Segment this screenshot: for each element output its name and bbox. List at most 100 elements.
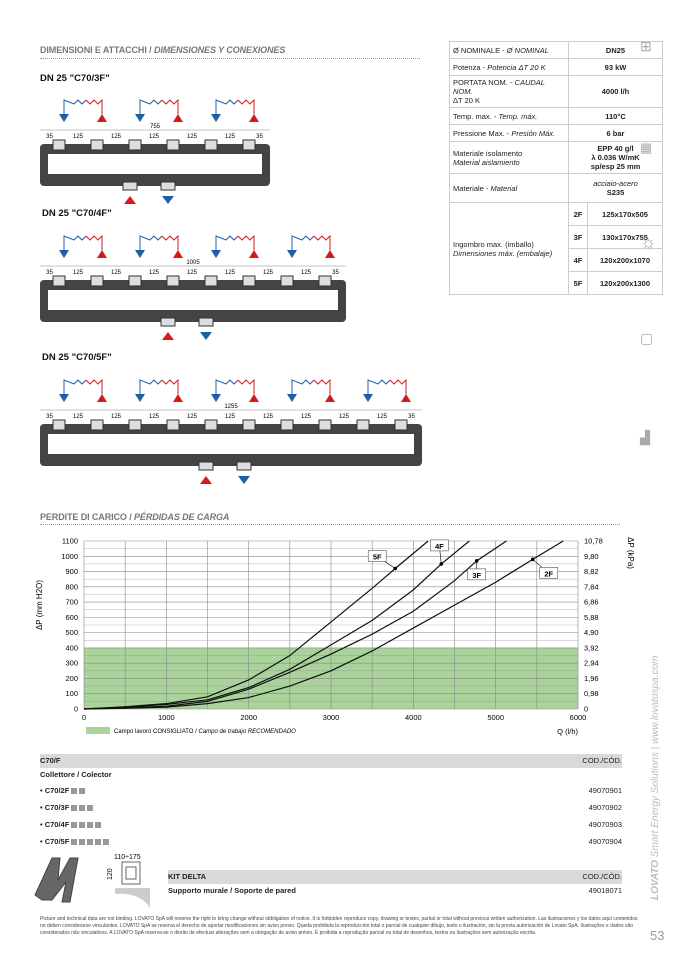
series-label-box (367, 550, 387, 562)
supply-arrow-icon (59, 114, 69, 122)
return-arrow-icon (173, 250, 183, 258)
outlet-arrow-icon (238, 476, 250, 484)
outlet-square-icon (71, 839, 78, 846)
inlet-fitting (122, 181, 138, 191)
total-length-label: 755 (150, 124, 161, 130)
sun-icon: ☼ (640, 232, 657, 252)
supply-coil (139, 379, 163, 394)
outlet-fitting (394, 419, 408, 431)
spec-label: Materiale isolamento Material aislamiento (449, 141, 569, 174)
outlet-fitting (236, 461, 252, 471)
outlet-square-icon (71, 805, 78, 812)
product-row: • C70/4F 49070903 (40, 820, 622, 829)
dimension-label: 125 (301, 270, 312, 276)
y-tick-label: 900 (65, 567, 78, 576)
disclaimer: Picture and technical data are not bindi… (40, 916, 638, 936)
dimension-label: 125 (73, 270, 84, 276)
return-arrow-icon (325, 394, 335, 402)
supply-coil (63, 235, 87, 250)
return-coil (313, 234, 331, 250)
boiler-icon: ▢ (640, 330, 654, 346)
supply-coil (291, 379, 315, 394)
y-tick-label: 0 (74, 705, 78, 714)
outlet-fitting (204, 275, 218, 287)
outlet-square-icon (103, 839, 110, 846)
size-value: 120x200x1300 (587, 271, 663, 295)
divider (40, 524, 620, 525)
y-tick-label: 100 (65, 689, 78, 698)
kit-row: Supporto murale / Soporte de pared 490180… (168, 884, 622, 898)
y2-tick-label: 2,94 (584, 659, 599, 668)
supply-coil (139, 99, 163, 114)
x-tick-label: 4000 (405, 713, 422, 722)
size-value: 125x170x505 (587, 202, 663, 226)
bracket-height-label: 120 (107, 868, 114, 880)
size-key: 5F (568, 271, 588, 295)
y2-tick-label: 8,82 (584, 567, 599, 576)
outlet-fitting (128, 419, 142, 431)
series-label: 4F (435, 542, 444, 551)
return-arrow-icon (97, 250, 107, 258)
dimension-label: 125 (263, 270, 274, 276)
diagram-title-4f: DN 25 "C70/4F" (42, 208, 112, 219)
x-tick-label: 0 (82, 713, 86, 722)
y-tick-label: 200 (65, 674, 78, 683)
return-coil (237, 234, 255, 250)
spec-value: 93 kW (568, 58, 663, 76)
spec-row: Temp. max. - Temp. máx. 110°C (449, 107, 663, 125)
outlet-arrow-icon (200, 332, 212, 340)
supply-coil (139, 235, 163, 250)
return-coil (85, 378, 103, 394)
diagram-title-5f: DN 25 "C70/5F" (42, 352, 112, 363)
supply-arrow-icon (135, 394, 145, 402)
y-tick-label: 1100 (62, 537, 78, 546)
y2-tick-label: 9,80 (584, 552, 599, 561)
return-coil (389, 378, 407, 394)
dimension-label: 125 (111, 134, 122, 140)
dimension-label: 125 (225, 134, 236, 140)
product-subtitle: Collettore / Colector (40, 770, 112, 779)
x-axis-label: Q (l/h) (557, 727, 578, 736)
total-length-label: 1005 (186, 260, 200, 266)
outlet-square-icon (95, 839, 102, 846)
return-arrow-icon (173, 114, 183, 122)
series-marker (393, 566, 398, 571)
supply-arrow-icon (287, 250, 297, 258)
y2-tick-label: 6,86 (584, 598, 599, 607)
collector-chamber (48, 154, 262, 174)
outlet-square-icon (87, 839, 94, 846)
title-it: DIMENSIONI E ATTACCHI (40, 45, 147, 55)
series-label: 3F (472, 571, 481, 580)
brand-name: LOVATO (650, 860, 661, 900)
outlet-fitting (242, 139, 256, 151)
outlet-square-icon (79, 788, 86, 795)
outlet-fitting (356, 419, 370, 431)
dimension-label: 125 (187, 134, 198, 140)
outlet-fitting (318, 275, 332, 287)
supply-coil (215, 235, 239, 250)
size-row: 5F 120x200x1300 (450, 271, 663, 295)
total-length-label: 1255 (224, 404, 238, 410)
dimension-label: 35 (46, 270, 53, 276)
outlet-fitting (242, 275, 256, 287)
outlet-square-icon (87, 822, 94, 829)
dimension-label: 125 (111, 414, 122, 420)
spec-label: Potenza - Potencia ΔT 20 K (449, 58, 569, 76)
section-title-pressure-loss: PERDITE DI CARICO / PÉRDIDAS DE CARGA (40, 512, 230, 522)
size-key: 3F (568, 225, 588, 249)
inlet-fitting (160, 317, 176, 327)
outlet-fitting (128, 139, 142, 151)
outlet-fitting (280, 275, 294, 287)
series-label-box (539, 567, 559, 579)
dimension-label: 125 (225, 414, 236, 420)
spec-value: EPP 40 g/l λ 0.036 W/mK sp/esp 25 mm (568, 141, 663, 174)
y-tick-label: 500 (65, 628, 78, 637)
spec-value: 110°C (568, 107, 663, 125)
dimension-label: 35 (408, 414, 415, 420)
spec-row: Materiale - Material acciaio-acero S235 (449, 173, 663, 203)
spec-value: 4000 l/h (568, 75, 663, 108)
outlet-square-icon (79, 839, 86, 846)
spec-value: 6 bar (568, 124, 663, 142)
title-es: DIMENSIONES Y CONEXIONES (153, 45, 286, 55)
